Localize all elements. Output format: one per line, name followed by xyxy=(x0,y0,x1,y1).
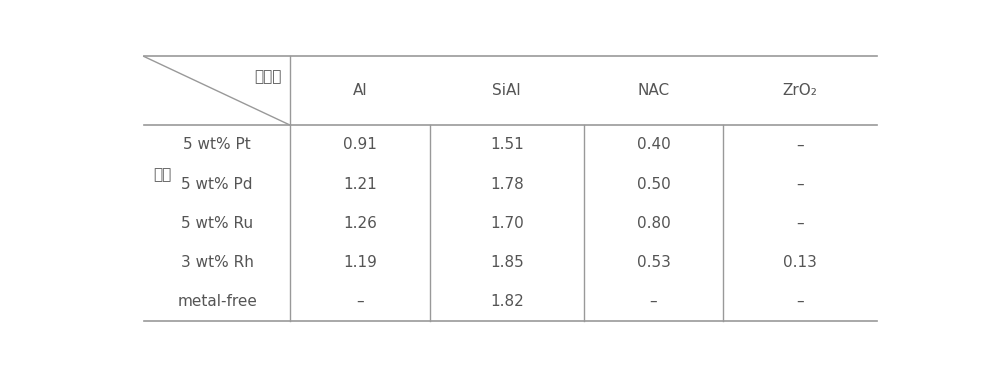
Text: 금속: 금속 xyxy=(153,168,171,183)
Text: –: – xyxy=(796,137,804,152)
Text: SiAl: SiAl xyxy=(492,83,521,98)
Text: 1.70: 1.70 xyxy=(490,216,524,231)
Text: 3 wt% Rh: 3 wt% Rh xyxy=(180,255,254,270)
Text: 0.53: 0.53 xyxy=(636,255,670,270)
Text: –: – xyxy=(796,216,804,231)
Text: –: – xyxy=(649,294,657,309)
Text: 5 wt% Pt: 5 wt% Pt xyxy=(183,137,251,152)
Text: –: – xyxy=(357,294,364,309)
Text: 5 wt% Ru: 5 wt% Ru xyxy=(181,216,253,231)
Text: 1.51: 1.51 xyxy=(490,137,524,152)
Text: 1.19: 1.19 xyxy=(344,255,377,270)
Text: 1.82: 1.82 xyxy=(490,294,524,309)
Text: 0.80: 0.80 xyxy=(636,216,670,231)
Text: 지지체: 지지체 xyxy=(254,70,281,85)
Text: 1.26: 1.26 xyxy=(344,216,377,231)
Text: ZrO₂: ZrO₂ xyxy=(783,83,818,98)
Text: 5 wt% Pd: 5 wt% Pd xyxy=(181,177,253,191)
Text: 1.78: 1.78 xyxy=(490,177,524,191)
Text: –: – xyxy=(796,177,804,191)
Text: –: – xyxy=(796,294,804,309)
Text: Al: Al xyxy=(353,83,368,98)
Text: metal-free: metal-free xyxy=(177,294,257,309)
Text: 0.50: 0.50 xyxy=(636,177,670,191)
Text: 0.91: 0.91 xyxy=(344,137,377,152)
Text: 0.40: 0.40 xyxy=(636,137,670,152)
Text: 0.13: 0.13 xyxy=(783,255,817,270)
Text: 1.85: 1.85 xyxy=(490,255,524,270)
Text: NAC: NAC xyxy=(637,83,669,98)
Text: 1.21: 1.21 xyxy=(344,177,377,191)
